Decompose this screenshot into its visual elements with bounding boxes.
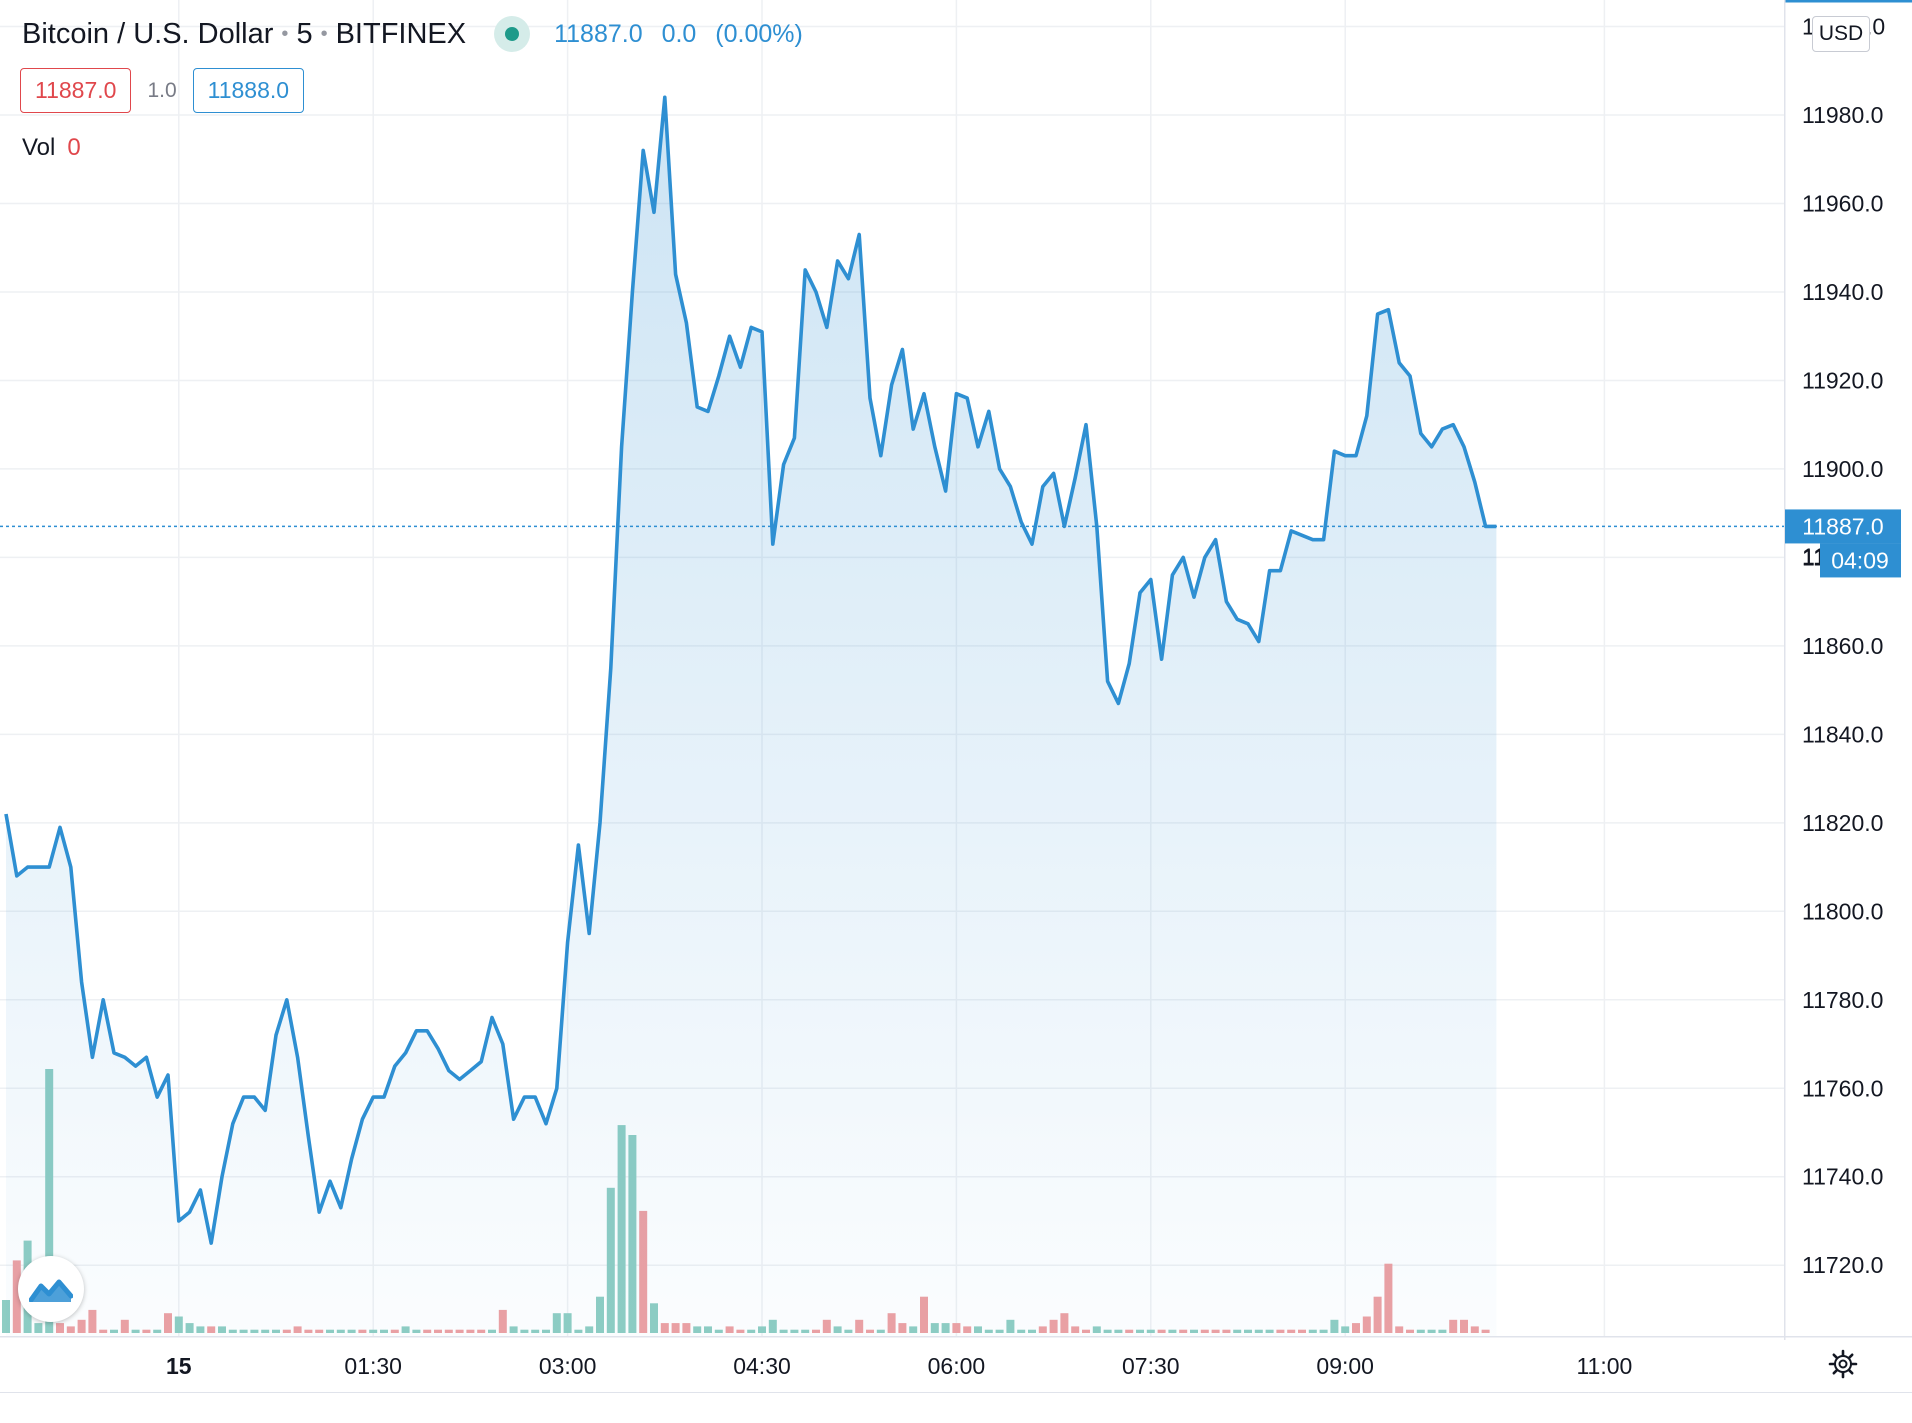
sell-price-button[interactable]: 11887.0	[20, 68, 132, 113]
exchange: BITFINEX	[335, 17, 467, 50]
volume-legend[interactable]: Vol 0	[22, 134, 81, 162]
gear-icon[interactable]	[1826, 1347, 1860, 1381]
bottom-toolbar	[0, 1392, 1912, 1423]
y-tick-label: 11940.0	[1802, 279, 1883, 305]
x-tick-label: 04:30	[733, 1353, 791, 1379]
spread: 1.0	[147, 78, 177, 102]
buy-price-button[interactable]: 11888.0	[192, 68, 305, 113]
change: 0.0	[661, 19, 697, 48]
loading-indicator	[1784, 0, 1912, 3]
y-tick-label: 11740.0	[1802, 1164, 1883, 1190]
last-price-tag	[1785, 509, 1901, 544]
partial-tick-label: 11	[1802, 543, 1826, 569]
y-tick-label: 11820.0	[1802, 810, 1883, 836]
countdown-tag-text: 04:09	[1831, 547, 1889, 573]
change-percent: (0.00%)	[715, 19, 803, 48]
y-tick-label: 11920.0	[1802, 367, 1883, 393]
price-area-fill	[6, 97, 1497, 1336]
symbol-name: Bitcoin / U.S. Dollar	[22, 17, 274, 50]
y-tick-label: 11760.0	[1802, 1075, 1883, 1101]
price-line	[4, 95, 1497, 1245]
y-tick-label: 11900.0	[1802, 456, 1883, 482]
interval: 5	[296, 17, 313, 50]
symbol-legend[interactable]: Bitcoin / U.S. Dollar • 5 • BITFINEX 118…	[22, 16, 815, 52]
currency-button[interactable]: USD	[1812, 16, 1870, 52]
x-tick-label: 11:00	[1576, 1353, 1632, 1379]
x-tick-label: 15	[166, 1353, 192, 1379]
y-tick-label: 11720.0	[1802, 1252, 1883, 1278]
x-tick-label: 06:00	[928, 1353, 986, 1379]
price-axis[interactable]: 11720.0 11740.0 11760.0 11780.0 11800.0 11820…	[1802, 14, 1885, 1279]
x-tick-label: 09:00	[1316, 1353, 1374, 1379]
market-status-icon[interactable]	[494, 16, 531, 52]
y-tick-label: 11800.0	[1802, 898, 1883, 924]
tradingview-logo-icon[interactable]	[18, 1256, 84, 1322]
quote-values: 11887.0 0.0 (0.00%)	[554, 20, 815, 49]
separator-dot: •	[320, 22, 328, 45]
time-axis-border	[0, 1336, 1912, 1338]
price-axis-border	[1784, 0, 1786, 1340]
y-tick-label: 11840.0	[1802, 721, 1883, 747]
x-tick-label: 03:00	[539, 1353, 597, 1379]
separator-dot: •	[281, 22, 289, 45]
x-tick-label: 07:30	[1122, 1353, 1180, 1379]
y-tick-label: 11980.0	[1802, 102, 1883, 128]
y-tick-label: 11960.0	[1802, 190, 1883, 216]
price-axis-labels: 11887.0 11 04:09	[1785, 509, 1901, 578]
volume-value: 0	[67, 134, 81, 161]
countdown-tag	[1820, 543, 1901, 578]
last-price-tag-text: 11887.0	[1802, 513, 1883, 539]
volume-label: Vol	[22, 134, 56, 161]
bid-ask-panel: 11887.0 1.0 11888.0	[20, 68, 305, 113]
x-tick-label: 01:30	[344, 1353, 402, 1379]
y-tick-label: 11780.0	[1802, 987, 1883, 1013]
last-price: 11887.0	[554, 19, 643, 48]
y-tick-label: 11860.0	[1802, 633, 1883, 659]
time-axis[interactable]: 15 01:30 03:00 04:30 06:00 07:30 09:00 11:00	[166, 1353, 1632, 1379]
